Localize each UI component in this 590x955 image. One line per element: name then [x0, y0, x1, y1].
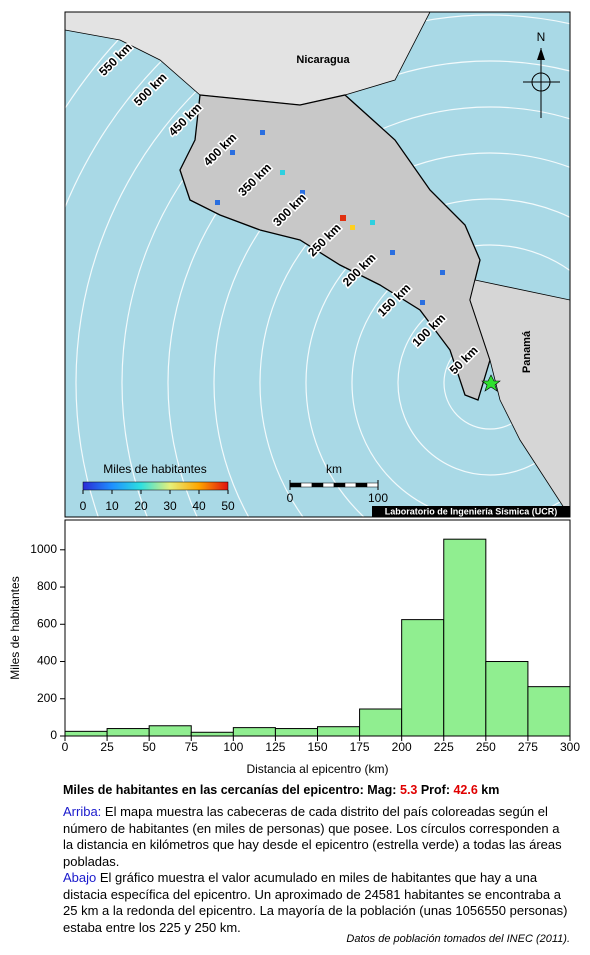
- distance-ring: [167, 60, 570, 517]
- bar: [485, 661, 529, 737]
- map-frame: [64, 11, 571, 518]
- distance-ring: [213, 106, 570, 517]
- scale-label: km: [326, 462, 342, 476]
- caption-title: Miles de habitantes en las cercanías del…: [63, 782, 573, 799]
- y-tick-label: 1000: [30, 542, 57, 556]
- bar: [359, 708, 403, 737]
- above-text: El mapa muestra las cabeceras de cada di…: [63, 804, 562, 869]
- scale-segment: [311, 482, 324, 488]
- y-tick-label: 0: [50, 728, 57, 742]
- bar: [317, 726, 361, 737]
- caption-text: Miles de habitantes en las cercanías del…: [63, 783, 397, 797]
- y-tick-label: 800: [37, 579, 57, 593]
- y-tick-label: 400: [37, 654, 57, 668]
- epicenter-star: [481, 374, 501, 392]
- x-tick-label: 175: [350, 740, 370, 754]
- below-text: El gráfico muestra el valor acumulado en…: [63, 870, 568, 935]
- x-tick-label: 300: [560, 740, 580, 754]
- depth: 42.6: [453, 783, 478, 797]
- distance-ring: [305, 198, 570, 517]
- distance-ring: [351, 244, 570, 517]
- y-tick-label: 200: [37, 691, 57, 705]
- histogram: 0 200 400 600 800 1000 0 25 50 75 100 125 150 175 200 2…: [8, 519, 580, 776]
- x-tick-label: 25: [100, 740, 114, 754]
- scale-segment: [289, 482, 302, 488]
- bar: [64, 730, 108, 737]
- y-axis-label: Miles de habitantes: [8, 576, 22, 679]
- x-tick-label: 200: [392, 740, 412, 754]
- x-tick-label: 125: [265, 740, 285, 754]
- scale-tick-label: 0: [287, 491, 294, 505]
- x-tick-label: 225: [434, 740, 454, 754]
- costa-rica-land: [179, 94, 491, 401]
- bar: [274, 728, 318, 737]
- district-dots: [215, 130, 445, 305]
- x-tick-label: 75: [185, 740, 199, 754]
- x-tick-label: 0: [62, 740, 69, 754]
- distance-ring: [259, 152, 570, 517]
- x-tick-label: 250: [476, 740, 496, 754]
- above-label: Arriba:: [63, 804, 102, 819]
- scale-segment: [344, 482, 357, 488]
- scale-segment: [300, 482, 313, 488]
- x-tick-label: 50: [142, 740, 156, 754]
- depth-label: Prof:: [420, 783, 450, 797]
- bar: [527, 686, 571, 737]
- scale-segment: [333, 482, 346, 488]
- colorbar-tick-label: 40: [192, 499, 206, 513]
- colorbar-tick-label: 0: [80, 499, 87, 513]
- bar: [401, 619, 445, 737]
- distance-ring: [75, 12, 308, 517]
- bar: [148, 725, 192, 737]
- x-tick-label: 100: [223, 740, 243, 754]
- scale-tick-label: 100: [368, 491, 388, 505]
- source-note: Datos de población tomados del INEC (201…: [346, 933, 570, 945]
- scale-segment: [366, 482, 379, 488]
- colorbar-tick-label: 30: [163, 499, 177, 513]
- bar: [190, 731, 234, 737]
- credit-box: [372, 506, 570, 517]
- caption-above: Arriba: El mapa muestra las cabeceras de…: [63, 804, 573, 870]
- x-tick-label: 275: [518, 740, 538, 754]
- colorbar-tick-label: 50: [221, 499, 235, 513]
- north-arrow: [523, 48, 560, 118]
- scale-segment: [355, 482, 368, 488]
- colorbar-title: Miles de habitantes: [103, 462, 206, 476]
- depth-unit: km: [481, 783, 500, 797]
- north-label: N: [537, 30, 546, 44]
- credit: Laboratorio de Ingeniería Sísmica (UCR): [385, 506, 558, 516]
- caption-below: Abajo El gráfico muestra el valor acumul…: [63, 870, 573, 936]
- colorbar-tick-label: 20: [134, 499, 148, 513]
- distance-rings: [65, 12, 570, 517]
- bar: [443, 538, 487, 737]
- y-tick-label: 600: [37, 616, 57, 630]
- x-tick-label: 150: [307, 740, 327, 754]
- colorbar: [82, 481, 229, 491]
- below-label: Abajo: [63, 870, 97, 885]
- country-label: Nicaragua: [296, 54, 350, 66]
- distance-ring: [121, 14, 570, 517]
- x-axis-label: Distancia al epicentro (km): [246, 762, 388, 776]
- panama-land: [469, 279, 570, 517]
- country-label: Panamá: [521, 330, 533, 373]
- bar: [232, 727, 276, 737]
- magnitude: 5.3: [399, 783, 418, 797]
- scale-segment: [322, 482, 335, 488]
- colorbar-tick-label: 10: [105, 499, 119, 513]
- bar: [106, 728, 150, 737]
